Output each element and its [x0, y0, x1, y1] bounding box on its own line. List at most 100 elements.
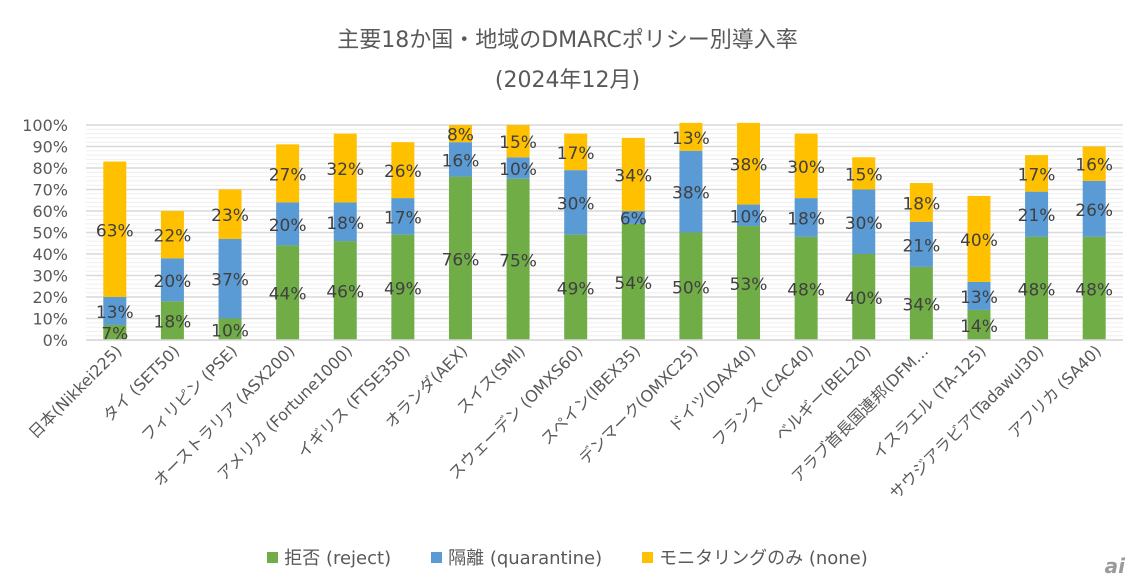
bar-segment[interactable] — [103, 324, 127, 340]
bar-segment[interactable] — [679, 232, 703, 341]
bar-segment[interactable] — [1025, 191, 1049, 237]
bar-segment[interactable] — [1082, 236, 1106, 340]
x-tick-label: イギリス (FTSE350) — [293, 341, 413, 461]
bar-segment[interactable] — [852, 254, 876, 340]
bar-segment[interactable] — [967, 281, 991, 310]
bar-segment[interactable] — [448, 142, 472, 177]
bar-segment[interactable] — [276, 202, 300, 246]
bar-segment[interactable] — [794, 236, 818, 340]
x-tick-label: フランス (CAC40) — [708, 341, 817, 450]
data-label: 38% — [730, 156, 768, 176]
data-label: 48% — [787, 280, 825, 300]
bar-segment[interactable] — [333, 202, 357, 242]
data-label: 50% — [672, 278, 710, 298]
legend-item-quarantine[interactable]: 隔離 (quarantine) — [431, 544, 602, 570]
data-label: 15% — [499, 133, 537, 153]
data-label: 26% — [1075, 201, 1113, 221]
bar-segment[interactable] — [967, 195, 991, 282]
data-label: 14% — [960, 317, 998, 337]
bar-segment[interactable] — [852, 189, 876, 255]
bar-segment[interactable] — [564, 234, 588, 340]
bar-segment[interactable] — [564, 133, 588, 171]
bar-segment[interactable] — [621, 137, 645, 211]
data-label: 22% — [154, 227, 192, 247]
data-label: 21% — [1018, 206, 1056, 226]
bar-segment[interactable] — [391, 142, 415, 199]
bar-segment[interactable] — [621, 211, 645, 224]
bar-segment[interactable] — [737, 226, 761, 340]
data-label: 26% — [384, 162, 422, 182]
bar-segment[interactable] — [391, 198, 415, 235]
bar-segment[interactable] — [448, 125, 472, 143]
legend-swatch-none — [642, 551, 654, 563]
data-label: 20% — [154, 272, 192, 292]
bar-segment[interactable] — [506, 178, 530, 340]
bar-segment[interactable] — [333, 133, 357, 203]
bar-segment[interactable] — [276, 245, 300, 340]
data-label: 76% — [442, 250, 480, 270]
chart-subtitle: (2024年12月) — [494, 68, 641, 93]
y-tick-label: 80% — [32, 159, 68, 178]
bar-segment[interactable] — [1082, 146, 1106, 181]
data-label: 17% — [557, 144, 595, 164]
bar-segment[interactable] — [160, 211, 184, 259]
bar-segment[interactable] — [218, 318, 242, 341]
bar-segment[interactable] — [794, 198, 818, 237]
chart-title: 主要18か国・地域のDMARCポリシー別導入率 — [337, 28, 798, 53]
data-label: 30% — [787, 158, 825, 178]
bar-segment[interactable] — [621, 223, 645, 340]
bar-segment[interactable] — [564, 170, 588, 235]
y-tick-label: 30% — [32, 267, 68, 286]
bar-segment[interactable] — [218, 238, 242, 319]
data-label: 38% — [672, 184, 710, 204]
legend-item-reject[interactable]: 拒否 (reject) — [267, 544, 391, 570]
y-tick-label: 0% — [43, 331, 68, 350]
data-label: 20% — [269, 216, 307, 236]
bar-segment[interactable] — [852, 157, 876, 190]
bar-segment[interactable] — [1082, 180, 1106, 237]
bar-segment[interactable] — [1025, 155, 1049, 192]
bar-segment[interactable] — [506, 157, 530, 179]
bar-segment[interactable] — [276, 144, 300, 203]
y-tick-label: 100% — [22, 116, 68, 135]
bar-segment[interactable] — [448, 176, 472, 340]
bar-segment[interactable] — [506, 125, 530, 158]
data-label: 13% — [960, 288, 998, 308]
bar-segment[interactable] — [909, 183, 933, 222]
legend: 拒否 (reject) 隔離 (quarantine) モニタリングのみ (no… — [0, 544, 1135, 570]
bar-segment[interactable] — [333, 241, 357, 340]
data-label: 15% — [845, 165, 883, 185]
data-label: 75% — [499, 251, 537, 271]
legend-label-reject: 拒否 (reject) — [284, 548, 392, 569]
y-tick-label: 70% — [32, 181, 68, 200]
bar-segment[interactable] — [391, 234, 415, 340]
data-label: 30% — [845, 214, 883, 234]
bar-segment[interactable] — [679, 150, 703, 233]
bar-segment[interactable] — [1025, 236, 1049, 340]
bar-segment[interactable] — [909, 221, 933, 267]
watermark-logo: ai — [1104, 554, 1125, 578]
bar-segment[interactable] — [160, 258, 184, 302]
data-label: 54% — [614, 274, 652, 294]
legend-item-none[interactable]: モニタリングのみ (none) — [642, 544, 868, 570]
x-tick-label: 日本(Nikkei225) — [25, 341, 126, 442]
data-label: 48% — [1018, 280, 1056, 300]
bar-segment[interactable] — [737, 204, 761, 227]
data-label: 10% — [499, 160, 537, 180]
bar-segment[interactable] — [967, 309, 991, 340]
bar-segment[interactable] — [909, 266, 933, 340]
data-label: 23% — [211, 206, 249, 226]
bar-segment[interactable] — [103, 297, 127, 325]
bar-segment[interactable] — [794, 133, 818, 199]
bar-segment[interactable] — [679, 122, 703, 151]
bar-segment[interactable] — [160, 301, 184, 340]
legend-swatch-reject — [267, 551, 279, 563]
bar-segment[interactable] — [103, 161, 127, 297]
y-tick-label: 60% — [32, 202, 68, 221]
y-tick-label: 20% — [32, 288, 68, 307]
data-label: 37% — [211, 271, 249, 291]
bar-segment[interactable] — [737, 122, 761, 205]
bar-segment[interactable] — [218, 189, 242, 239]
data-label: 8% — [447, 126, 474, 146]
